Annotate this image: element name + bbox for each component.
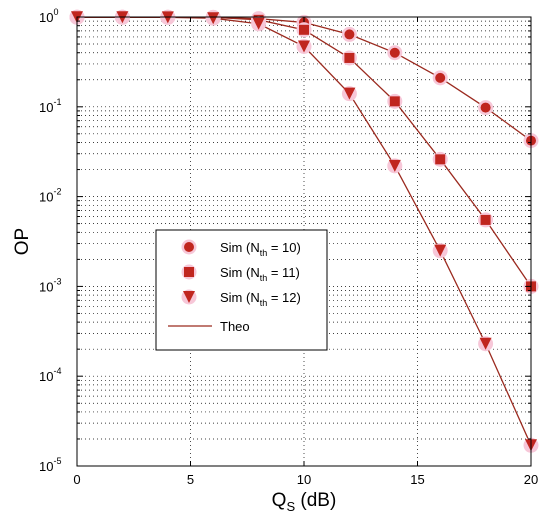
data-point-circle <box>478 100 494 116</box>
triangle-marker <box>434 244 447 257</box>
square-marker <box>480 214 491 225</box>
data-point-square <box>432 151 448 167</box>
y-tick-label: 10-5 <box>39 456 61 474</box>
data-point-triangle <box>478 336 494 352</box>
triangle-marker <box>343 87 356 100</box>
data-point-triangle <box>387 158 403 174</box>
data-point-triangle <box>205 10 221 26</box>
axis-ticks: 0 5 10 15 20 100 10-1 10-2 10-3 10-4 10-5 <box>39 7 538 487</box>
x-tick-label: 5 <box>187 472 194 487</box>
y-axis-label: OP <box>12 228 33 255</box>
x-tick-label: 10 <box>297 472 311 487</box>
data-point-square <box>478 212 494 228</box>
data-point-square <box>341 50 357 66</box>
y-tick-label: 10-3 <box>39 276 61 294</box>
data-point-circle <box>432 70 448 86</box>
triangle-marker <box>298 40 310 53</box>
data-point-square <box>296 22 312 38</box>
legend-label: Theo <box>220 319 250 334</box>
legend-items: Sim (Nth = 10) Sim (Nth = 11) Sim (Nth = 1… <box>168 239 301 334</box>
triangle-marker <box>207 12 220 25</box>
square-marker <box>389 96 400 107</box>
triangle-marker <box>252 17 265 30</box>
legend: Sim (Nth = 10) Sim (Nth = 11) Sim (Nth = 1… <box>155 229 328 351</box>
data-point-triangle <box>296 38 312 54</box>
y-tick-label: 100 <box>39 7 58 25</box>
circle-marker <box>184 242 194 252</box>
y-tick-label: 10-4 <box>39 366 61 384</box>
data-point-triangle <box>341 86 357 102</box>
legend-marker-square <box>181 264 197 280</box>
y-tick-label: 10-2 <box>39 187 61 205</box>
square-marker <box>344 52 355 63</box>
legend-label: Sim (Nth = 11) <box>220 265 300 283</box>
x-axis-label: QS (dB) <box>272 490 337 514</box>
y-tick-label: 10-1 <box>39 97 61 115</box>
triangle-marker <box>183 291 195 303</box>
square-marker <box>184 267 194 277</box>
x-tick-label: 15 <box>410 472 424 487</box>
square-marker <box>299 24 309 35</box>
circle-marker <box>435 72 446 83</box>
legend-marker-triangle <box>181 289 197 305</box>
circle-marker <box>344 29 355 40</box>
legend-label: Sim (Nth = 12) <box>220 290 301 308</box>
circle-marker <box>389 47 400 58</box>
x-tick-label: 0 <box>73 472 80 487</box>
square-marker <box>435 154 446 165</box>
legend-marker-circle <box>181 239 197 255</box>
data-point-square <box>387 93 403 109</box>
data-point-circle <box>341 26 357 42</box>
x-tick-label: 20 <box>524 472 538 487</box>
data-point-circle <box>387 45 403 61</box>
triangle-marker <box>388 159 401 172</box>
data-point-triangle <box>251 16 267 32</box>
data-point-triangle <box>432 243 448 259</box>
triangle-marker <box>479 337 492 350</box>
legend-label: Sim (Nth = 10) <box>220 240 301 258</box>
circle-marker <box>480 102 491 113</box>
